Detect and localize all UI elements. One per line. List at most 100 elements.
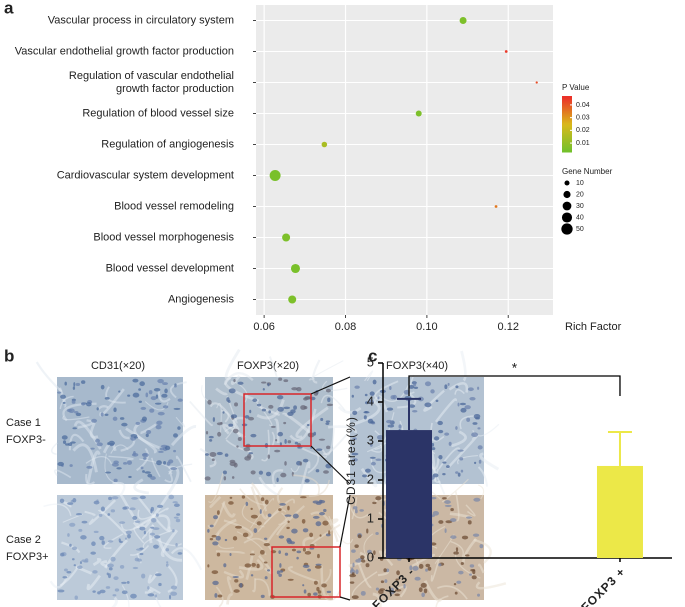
nucleus <box>173 433 178 438</box>
nucleus <box>303 589 307 594</box>
nucleus <box>477 445 483 450</box>
colorbar-segment <box>562 122 572 125</box>
nucleus <box>450 507 454 512</box>
tissue-strand <box>276 487 284 504</box>
nucleus <box>72 386 76 390</box>
nucleus <box>394 588 402 592</box>
nucleus <box>459 402 467 406</box>
nucleus <box>139 552 144 556</box>
nucleus <box>64 381 67 386</box>
nucleus <box>104 396 110 400</box>
nucleus <box>431 447 436 451</box>
nucleus <box>283 379 289 383</box>
tissue-strand <box>175 416 186 428</box>
tissue-strand <box>435 595 449 607</box>
nucleus <box>72 427 77 430</box>
nucleus <box>164 445 171 451</box>
nucleus <box>444 432 450 436</box>
nucleus <box>320 417 324 422</box>
nucleus <box>287 520 290 524</box>
tissue-strand <box>351 571 378 597</box>
nucleus <box>453 582 457 586</box>
colorbar-segment <box>562 140 572 143</box>
nucleus <box>146 429 152 435</box>
nucleus <box>81 380 86 384</box>
nucleus <box>447 382 450 386</box>
colorbar-segment <box>562 150 572 153</box>
size-legend-key <box>563 190 571 199</box>
nucleus <box>424 402 432 408</box>
nucleus <box>354 385 360 389</box>
nucleus <box>302 584 305 587</box>
nucleus <box>237 381 244 385</box>
tissue-strand <box>250 482 268 512</box>
tissue-strand <box>121 585 130 607</box>
nucleus <box>75 382 81 387</box>
nucleus <box>234 402 238 407</box>
nucleus <box>217 594 223 598</box>
nucleus <box>291 548 296 552</box>
tissue-strand <box>254 578 271 597</box>
tissue-strand <box>337 405 362 414</box>
nucleus <box>62 401 66 404</box>
nucleus <box>291 528 298 534</box>
nucleus <box>408 384 415 389</box>
significance-label: * <box>512 360 518 376</box>
nucleus <box>79 561 82 565</box>
zoom-box <box>243 393 312 447</box>
tissue-strand <box>357 561 372 589</box>
nucleus <box>66 571 72 574</box>
nucleus <box>67 533 70 537</box>
tissue-strand <box>423 580 443 602</box>
tissue-strand <box>215 586 224 607</box>
nucleus <box>119 521 126 524</box>
nucleus <box>302 547 306 552</box>
tissue-strand <box>223 569 245 579</box>
tissue-strand <box>379 550 394 567</box>
nucleus <box>113 407 117 413</box>
tissue-strand <box>226 576 234 593</box>
nucleus <box>470 569 476 572</box>
nucleus <box>459 457 464 461</box>
tissue-strand <box>263 498 295 525</box>
nucleus <box>386 407 394 411</box>
plot-background <box>256 5 553 315</box>
nucleus <box>136 558 142 562</box>
y-tick-label: Regulation of blood vessel size <box>82 107 234 119</box>
nucleus <box>244 456 251 461</box>
tissue-strand <box>321 428 335 456</box>
tissue-strand <box>292 474 320 496</box>
zoom-connector <box>339 596 351 601</box>
nucleus <box>212 541 219 546</box>
nucleus <box>395 578 399 581</box>
nucleus <box>477 427 481 430</box>
nucleus <box>86 465 93 469</box>
nucleus <box>216 510 220 515</box>
nucleus <box>369 442 373 447</box>
nucleus <box>287 505 290 511</box>
colorbar-segment <box>562 144 572 147</box>
nucleus <box>263 561 268 564</box>
bubble <box>288 295 297 304</box>
colorbar-segment <box>562 108 572 111</box>
nucleus <box>264 576 268 580</box>
nucleus <box>292 513 299 519</box>
bubble <box>459 17 467 24</box>
nucleus <box>176 513 181 516</box>
nucleus <box>263 542 270 547</box>
tissue-strand <box>363 533 374 561</box>
nucleus <box>370 421 375 424</box>
tissue-strand <box>86 574 101 591</box>
nucleus <box>372 379 377 385</box>
tissue-strand <box>120 518 151 532</box>
tissue-strand <box>144 401 169 411</box>
nucleus <box>161 393 168 398</box>
nucleus <box>222 470 227 475</box>
nucleus <box>168 594 172 600</box>
nucleus <box>105 586 111 589</box>
nucleus <box>239 583 243 588</box>
nucleus <box>357 534 362 539</box>
nucleus <box>275 439 278 442</box>
tissue-strand <box>360 467 378 488</box>
